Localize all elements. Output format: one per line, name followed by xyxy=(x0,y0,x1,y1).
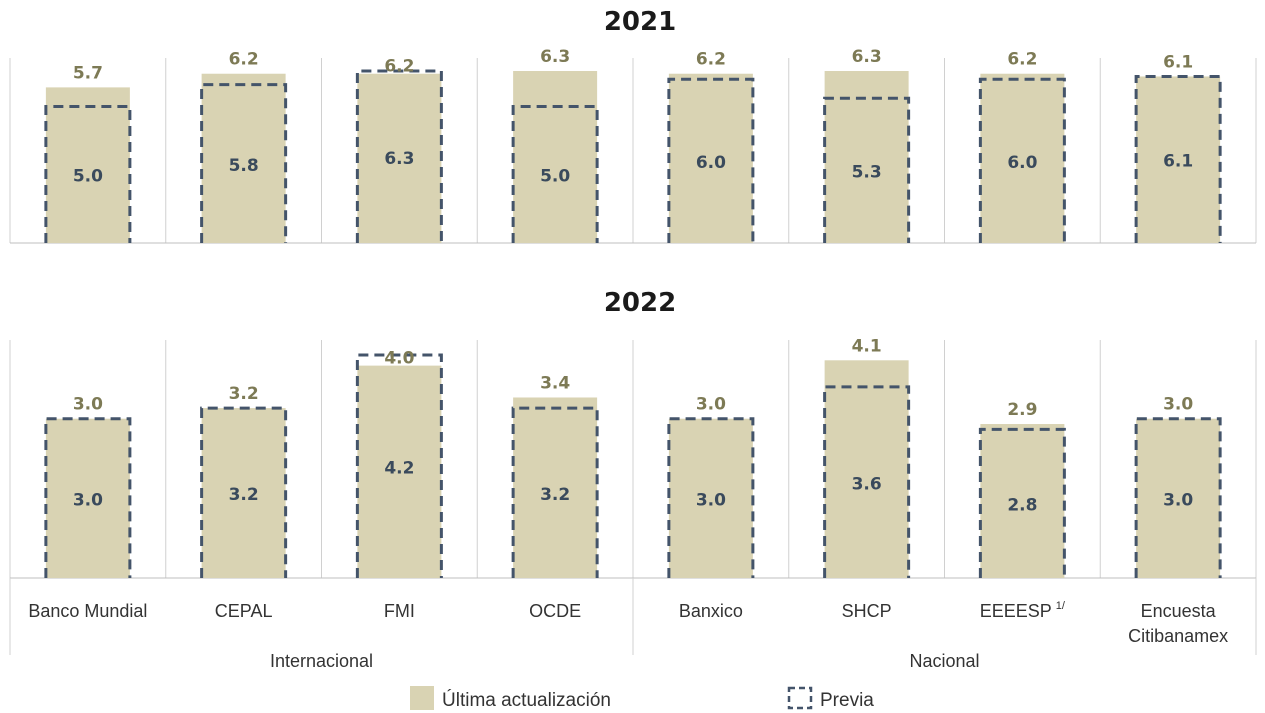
data-label-previous: 5.0 xyxy=(73,167,103,187)
bar-previous-outline xyxy=(1134,74,1222,243)
bar-current xyxy=(45,418,130,578)
category-label: Banco Mundial xyxy=(28,601,147,621)
bar-previous-outline xyxy=(823,385,911,578)
bar-current xyxy=(513,397,598,578)
panel-2021: 2021 5.7 5.0 6.2 5.8 6.2 6.3 6.3 5.0 6.2 6.0 6.3 5.3… xyxy=(9,7,1257,244)
data-label-current: 3.0 xyxy=(1163,395,1193,415)
data-label-previous: 3.2 xyxy=(540,485,570,505)
data-label-current: 3.0 xyxy=(73,395,103,415)
data-label-current: 4.0 xyxy=(384,349,414,369)
category-label: EEEESP 1/ xyxy=(980,600,1066,621)
legend-previous-swatch xyxy=(787,686,813,710)
data-label-current: 6.2 xyxy=(384,57,414,77)
bar-current xyxy=(668,418,753,578)
category-label: Banxico xyxy=(679,601,743,621)
data-label-previous: 4.2 xyxy=(384,459,414,479)
data-label-previous: 3.0 xyxy=(1163,490,1193,510)
data-label-current: 6.3 xyxy=(852,47,882,67)
bar-current xyxy=(201,408,286,578)
data-label-current: 6.2 xyxy=(696,50,726,70)
data-label-current: 6.3 xyxy=(540,47,570,67)
data-label-previous: 2.8 xyxy=(1007,496,1037,516)
data-label-current: 3.4 xyxy=(540,373,570,393)
legend-current-label: Última actualización xyxy=(442,689,611,711)
bar-previous-outline xyxy=(978,427,1066,578)
data-label-previous: 6.1 xyxy=(1163,152,1193,172)
bar-previous-outline xyxy=(200,83,288,243)
category-label: FMI xyxy=(384,601,415,621)
data-label-current: 6.1 xyxy=(1163,52,1193,72)
bar-previous-outline xyxy=(667,417,755,578)
data-label-current: 5.7 xyxy=(73,63,103,83)
bar-current xyxy=(1136,76,1221,243)
chart-panels: 2021 5.7 5.0 6.2 5.8 6.2 6.3 6.3 5.0 6.2 6.0 6.3 5.3… xyxy=(9,7,1257,579)
data-label-previous: 5.3 xyxy=(852,163,882,183)
bar-previous-outline xyxy=(823,96,911,243)
bar-current xyxy=(980,73,1065,243)
data-label-previous: 3.6 xyxy=(852,474,882,494)
bar-current xyxy=(357,365,442,578)
data-label-previous: 5.8 xyxy=(229,156,259,176)
bar-previous-outline xyxy=(44,417,132,578)
legend-previous-label: Previa xyxy=(820,690,874,711)
bar-previous-outline xyxy=(1134,417,1222,578)
data-label-current: 3.0 xyxy=(696,395,726,415)
data-label-current: 3.2 xyxy=(229,384,259,404)
bar-previous-outline xyxy=(200,406,288,578)
category-axis: Banco Mundial CEPAL FMI OCDE Banxico SHCP EEEE… xyxy=(9,578,1257,671)
bar-previous-outline xyxy=(978,77,1066,243)
data-label-previous: 5.0 xyxy=(540,167,570,187)
bar-current xyxy=(824,71,909,243)
bar-current xyxy=(824,360,909,578)
data-label-previous: 3.2 xyxy=(229,485,259,505)
panel-2022: 2022 3.0 3.0 3.2 3.2 4.0 4.2 3.4 3.2 3.0 3.0 4.1 3.6… xyxy=(9,288,1257,579)
category-label: SHCP xyxy=(842,601,892,621)
bar-current xyxy=(513,71,598,243)
bar-previous-outline xyxy=(355,69,443,243)
legend-current-swatch xyxy=(410,686,434,710)
legend: Última actualización Previa xyxy=(410,686,874,711)
category-label: Citibanamex xyxy=(1128,626,1228,646)
panel-title: 2022 xyxy=(604,288,676,318)
data-label-current: 6.2 xyxy=(229,50,259,70)
bar-previous-outline xyxy=(355,353,443,578)
bar-previous-outline xyxy=(667,77,755,243)
group-label: Nacional xyxy=(909,651,979,671)
data-label-current: 6.2 xyxy=(1007,50,1037,70)
bar-current xyxy=(357,73,442,243)
data-label-previous: 6.0 xyxy=(696,153,726,173)
bar-current xyxy=(45,87,130,243)
category-label: CEPAL xyxy=(215,601,273,621)
group-label: Internacional xyxy=(270,651,373,671)
data-label-previous: 3.0 xyxy=(73,490,103,510)
panel-title: 2021 xyxy=(604,7,676,37)
bar-current xyxy=(1136,418,1221,578)
bar-current xyxy=(668,73,753,243)
category-label: OCDE xyxy=(529,601,581,621)
bar-current xyxy=(980,424,1065,578)
data-label-previous: 3.0 xyxy=(696,490,726,510)
data-label-previous: 6.3 xyxy=(384,149,414,169)
data-label-current: 4.1 xyxy=(852,336,882,356)
bar-current xyxy=(201,73,286,243)
data-label-current: 2.9 xyxy=(1007,400,1037,420)
bar-previous-outline xyxy=(511,406,599,578)
bar-previous-outline xyxy=(511,104,599,243)
data-label-previous: 6.0 xyxy=(1007,153,1037,173)
category-label: Encuesta xyxy=(1141,601,1217,621)
bar-previous-outline xyxy=(44,104,132,243)
